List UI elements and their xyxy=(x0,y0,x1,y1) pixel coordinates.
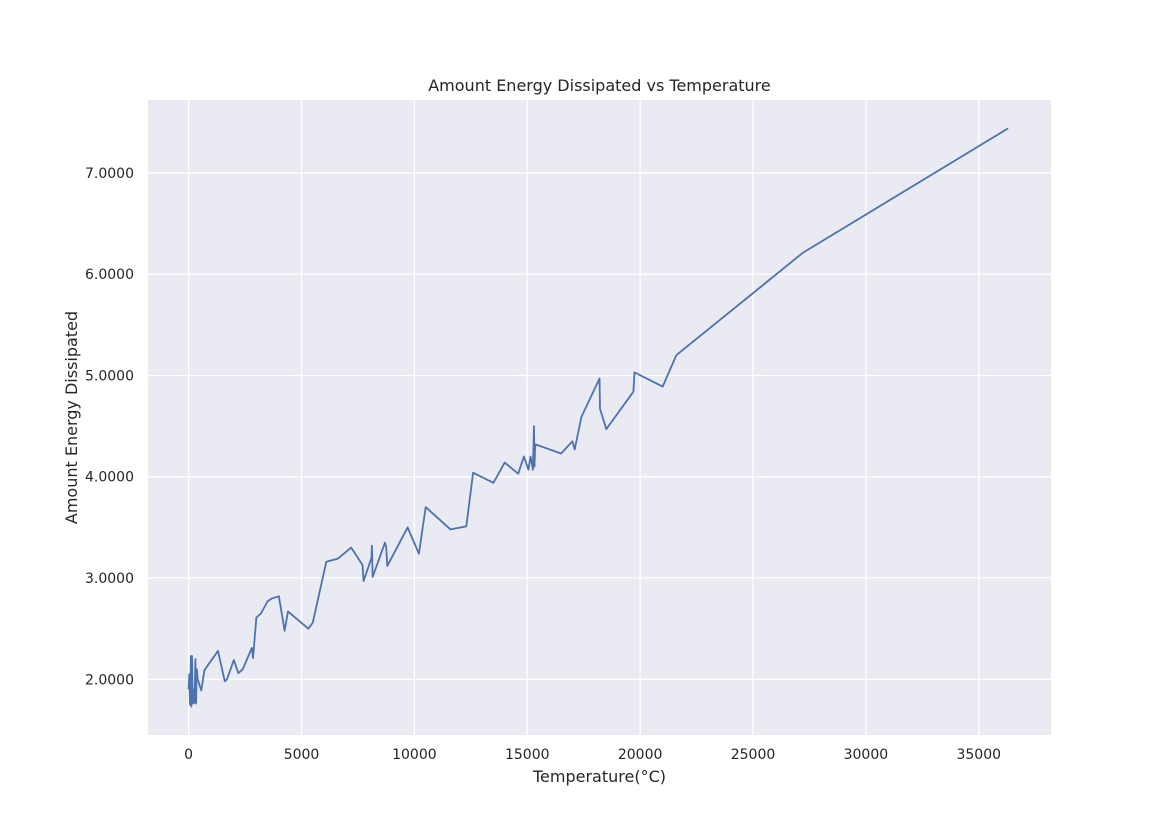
chart-title: Amount Energy Dissipated vs Temperature xyxy=(428,76,771,95)
series-layer xyxy=(187,127,1009,708)
x-tick-label: 0 xyxy=(184,747,193,763)
x-tick-labels: 0 5000 10000 15000 20000 25000 30000 35000 xyxy=(184,747,1001,763)
y-tick-label: 3.0000 xyxy=(85,571,134,587)
x-tick-label: 30000 xyxy=(844,747,889,763)
y-axis-label: Amount Energy Dissipated xyxy=(62,311,81,524)
plot-area xyxy=(148,100,1051,735)
x-tick-label: 5000 xyxy=(284,747,320,763)
x-tick-label: 25000 xyxy=(731,747,776,763)
grid-lines xyxy=(148,100,1051,735)
x-axis-label: Temperature(°C) xyxy=(532,767,666,786)
y-tick-label: 7.0000 xyxy=(85,166,134,182)
x-tick-label: 35000 xyxy=(956,747,1001,763)
series-line xyxy=(187,127,1009,708)
x-tick-label: 10000 xyxy=(392,747,437,763)
y-tick-label: 2.0000 xyxy=(85,672,134,688)
y-tick-label: 6.0000 xyxy=(85,267,134,283)
y-tick-labels: 2.0000 3.0000 4.0000 5.0000 6.0000 7.0000 xyxy=(85,166,134,688)
x-tick-label: 15000 xyxy=(505,747,550,763)
x-tick-label: 20000 xyxy=(618,747,663,763)
y-tick-label: 4.0000 xyxy=(85,470,134,486)
y-tick-label: 5.0000 xyxy=(85,368,134,384)
